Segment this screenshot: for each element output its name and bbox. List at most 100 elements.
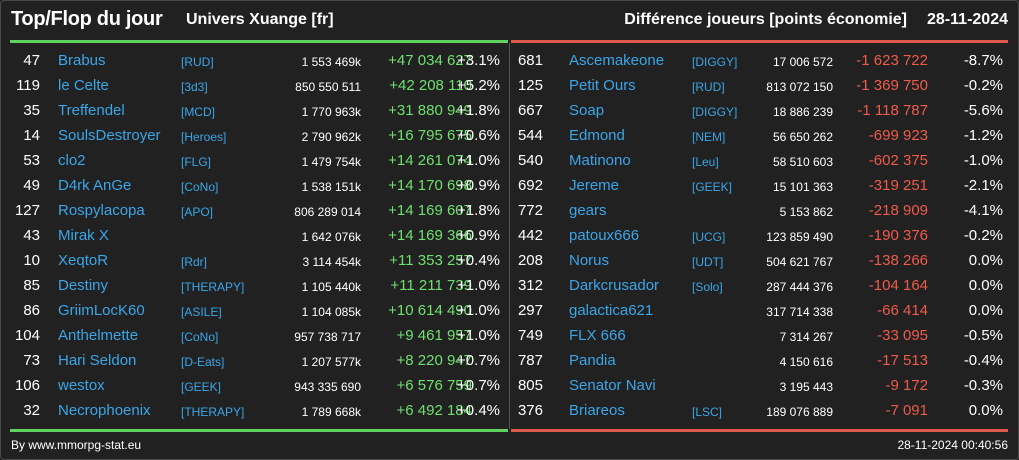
- alliance-tag-link[interactable]: [D-Eats]: [181, 355, 225, 369]
- flop-player-row: 805 Senator Navi 3 195 443 -9 172 -0.3%: [511, 375, 1008, 400]
- alliance-tag-link[interactable]: [Solo]: [692, 280, 723, 294]
- player-rank: 787: [517, 352, 543, 369]
- alliance-tag-link[interactable]: [Leu]: [692, 155, 719, 169]
- player-rank: 376: [517, 402, 543, 419]
- alliance-tag-link[interactable]: [Heroes]: [181, 130, 227, 144]
- player-rank: 805: [517, 377, 543, 394]
- flop-player-row: 125 Petit Ours [RUD] 813 072 150 -1 369 750 -…: [511, 75, 1008, 100]
- alliance-tag-link[interactable]: [RUD]: [181, 55, 214, 69]
- alliance-tag-link[interactable]: [DIGGY]: [692, 105, 738, 119]
- player-rank: 47: [23, 52, 40, 69]
- player-name-link[interactable]: Senator Navi: [569, 377, 656, 394]
- percent-change: -5.6%: [963, 102, 1003, 119]
- alliance-tag-link[interactable]: [MCD]: [181, 105, 215, 119]
- alliance-tag-link[interactable]: [UCG]: [692, 230, 726, 244]
- alliance-tag-link[interactable]: [THERAPY]: [181, 405, 245, 419]
- player-rank: 14: [23, 127, 40, 144]
- player-name-link[interactable]: Treffendel: [58, 102, 125, 119]
- flop-player-row: 544 Edmond [NEM] 56 650 262 -699 923 -1.2%: [511, 125, 1008, 150]
- player-name-link[interactable]: Petit Ours: [569, 77, 636, 94]
- percent-change: -0.2%: [963, 227, 1003, 244]
- percent-change: +1.0%: [457, 152, 500, 169]
- top-player-row: 14 SoulsDestroyer [Heroes] 2 790 962k +16 79…: [10, 125, 508, 150]
- player-name-link[interactable]: Pandia: [569, 352, 616, 369]
- flop-player-row: 312 Darkcrusador [Solo] 287 444 376 -104 164…: [511, 275, 1008, 300]
- points-difference: +14 169 607: [388, 202, 472, 219]
- top-player-row: 104 Anthelmette [CoNo] 957 738 717 +9 461 95…: [10, 325, 508, 350]
- player-name-link[interactable]: galactica621: [569, 302, 654, 319]
- player-name-link[interactable]: Necrophoenix: [58, 402, 151, 419]
- player-name-link[interactable]: FLX 666: [569, 327, 626, 344]
- percent-change: +0.7%: [457, 352, 500, 369]
- player-rank: 540: [517, 152, 543, 169]
- alliance-tag-link[interactable]: [FLG]: [181, 155, 212, 169]
- player-name-link[interactable]: Mirak X: [58, 227, 109, 244]
- points-difference: -1 369 750: [856, 77, 928, 94]
- player-name-link[interactable]: Edmond: [569, 127, 625, 144]
- percent-change: +1.0%: [457, 277, 500, 294]
- alliance-tag-link[interactable]: [RUD]: [692, 80, 725, 94]
- player-rank: 119: [16, 77, 40, 94]
- player-name-link[interactable]: Norus: [569, 252, 610, 269]
- player-name-link[interactable]: SoulsDestroyer: [58, 127, 161, 144]
- points-difference: +9 461 957: [396, 327, 473, 344]
- alliance-tag-link[interactable]: [UDT]: [692, 255, 724, 269]
- player-points: 806 289 014: [294, 205, 361, 219]
- player-points: 1 642 076k: [301, 230, 361, 244]
- player-name-link[interactable]: Soap: [569, 102, 605, 119]
- points-difference: +47 034 627: [388, 52, 472, 69]
- points-difference: +42 208 110: [389, 77, 472, 94]
- player-name-link[interactable]: D4rk AnGe: [58, 177, 132, 194]
- metric-label: Différence joueurs [points économie]: [624, 11, 907, 28]
- player-name-link[interactable]: Briareos: [569, 402, 625, 419]
- alliance-tag-link[interactable]: [CoNo]: [181, 330, 219, 344]
- player-name-link[interactable]: Darkcrusador: [569, 277, 660, 294]
- player-name-link[interactable]: Brabus: [58, 52, 106, 69]
- alliance-tag-link[interactable]: [DIGGY]: [692, 55, 738, 69]
- alliance-tag-link[interactable]: [LSC]: [692, 405, 723, 419]
- top-player-row: 119 le Celte [3d3] 850 550 511 +42 208 110 +5…: [10, 75, 508, 100]
- player-name-link[interactable]: GriimLocK60: [58, 302, 145, 319]
- percent-change: +1.8%: [457, 202, 500, 219]
- flop-player-row: 787 Pandia 4 150 616 -17 513 -0.4%: [511, 350, 1008, 375]
- player-name-link[interactable]: Rospylacopa: [58, 202, 145, 219]
- points-difference: -104 164: [868, 277, 928, 294]
- player-name-link[interactable]: westox: [58, 377, 105, 394]
- alliance-tag-link[interactable]: [CoNo]: [181, 180, 219, 194]
- player-name-link[interactable]: Matinono: [569, 152, 631, 169]
- player-name-link[interactable]: Hari Seldon: [58, 352, 137, 369]
- player-points: 15 101 363: [772, 180, 833, 194]
- player-rank: 104: [14, 327, 40, 344]
- alliance-tag-link[interactable]: [Rdr]: [181, 255, 208, 269]
- player-name-link[interactable]: Destiny: [58, 277, 109, 294]
- alliance-tag-link[interactable]: [GEEK]: [181, 380, 222, 394]
- points-difference: +14 169 366: [388, 227, 472, 244]
- player-points: 813 072 150: [766, 80, 833, 94]
- player-name-link[interactable]: Ascemakeone: [569, 52, 665, 69]
- player-name-link[interactable]: le Celte: [58, 77, 109, 94]
- player-name-link[interactable]: Anthelmette: [58, 327, 139, 344]
- player-name-link[interactable]: XeqtoR: [58, 252, 109, 269]
- percent-change: +1.0%: [457, 302, 500, 319]
- flop-player-row: 442 patoux666 [UCG] 123 859 490 -190 376 -0.2…: [511, 225, 1008, 250]
- points-difference: -319 251: [868, 177, 928, 194]
- percent-change: 0.0%: [968, 302, 1003, 319]
- top-player-row: 53 clo2 [FLG] 1 479 754k +14 261 074 +1.0%: [10, 150, 508, 175]
- percent-change: +3.1%: [457, 52, 500, 69]
- player-name-link[interactable]: patoux666: [569, 227, 640, 244]
- alliance-tag-link[interactable]: [ASILE]: [181, 305, 222, 319]
- flop-player-row: 749 FLX 666 7 314 267 -33 095 -0.5%: [511, 325, 1008, 350]
- alliance-tag-link[interactable]: [THERAPY]: [181, 280, 245, 294]
- player-rank: 43: [23, 227, 40, 244]
- player-name-link[interactable]: clo2: [58, 152, 86, 169]
- player-name-link[interactable]: Jereme: [569, 177, 620, 194]
- alliance-tag-link[interactable]: [3d3]: [181, 80, 208, 94]
- percent-change: +0.4%: [457, 252, 500, 269]
- alliance-tag-link[interactable]: [NEM]: [692, 130, 726, 144]
- player-points: 317 714 338: [766, 305, 833, 319]
- alliance-tag-link[interactable]: [APO]: [181, 205, 214, 219]
- alliance-tag-link[interactable]: [GEEK]: [692, 180, 733, 194]
- player-name-link[interactable]: gears: [569, 202, 607, 219]
- points-difference: -33 095: [877, 327, 928, 344]
- points-difference: +31 880 949: [388, 102, 472, 119]
